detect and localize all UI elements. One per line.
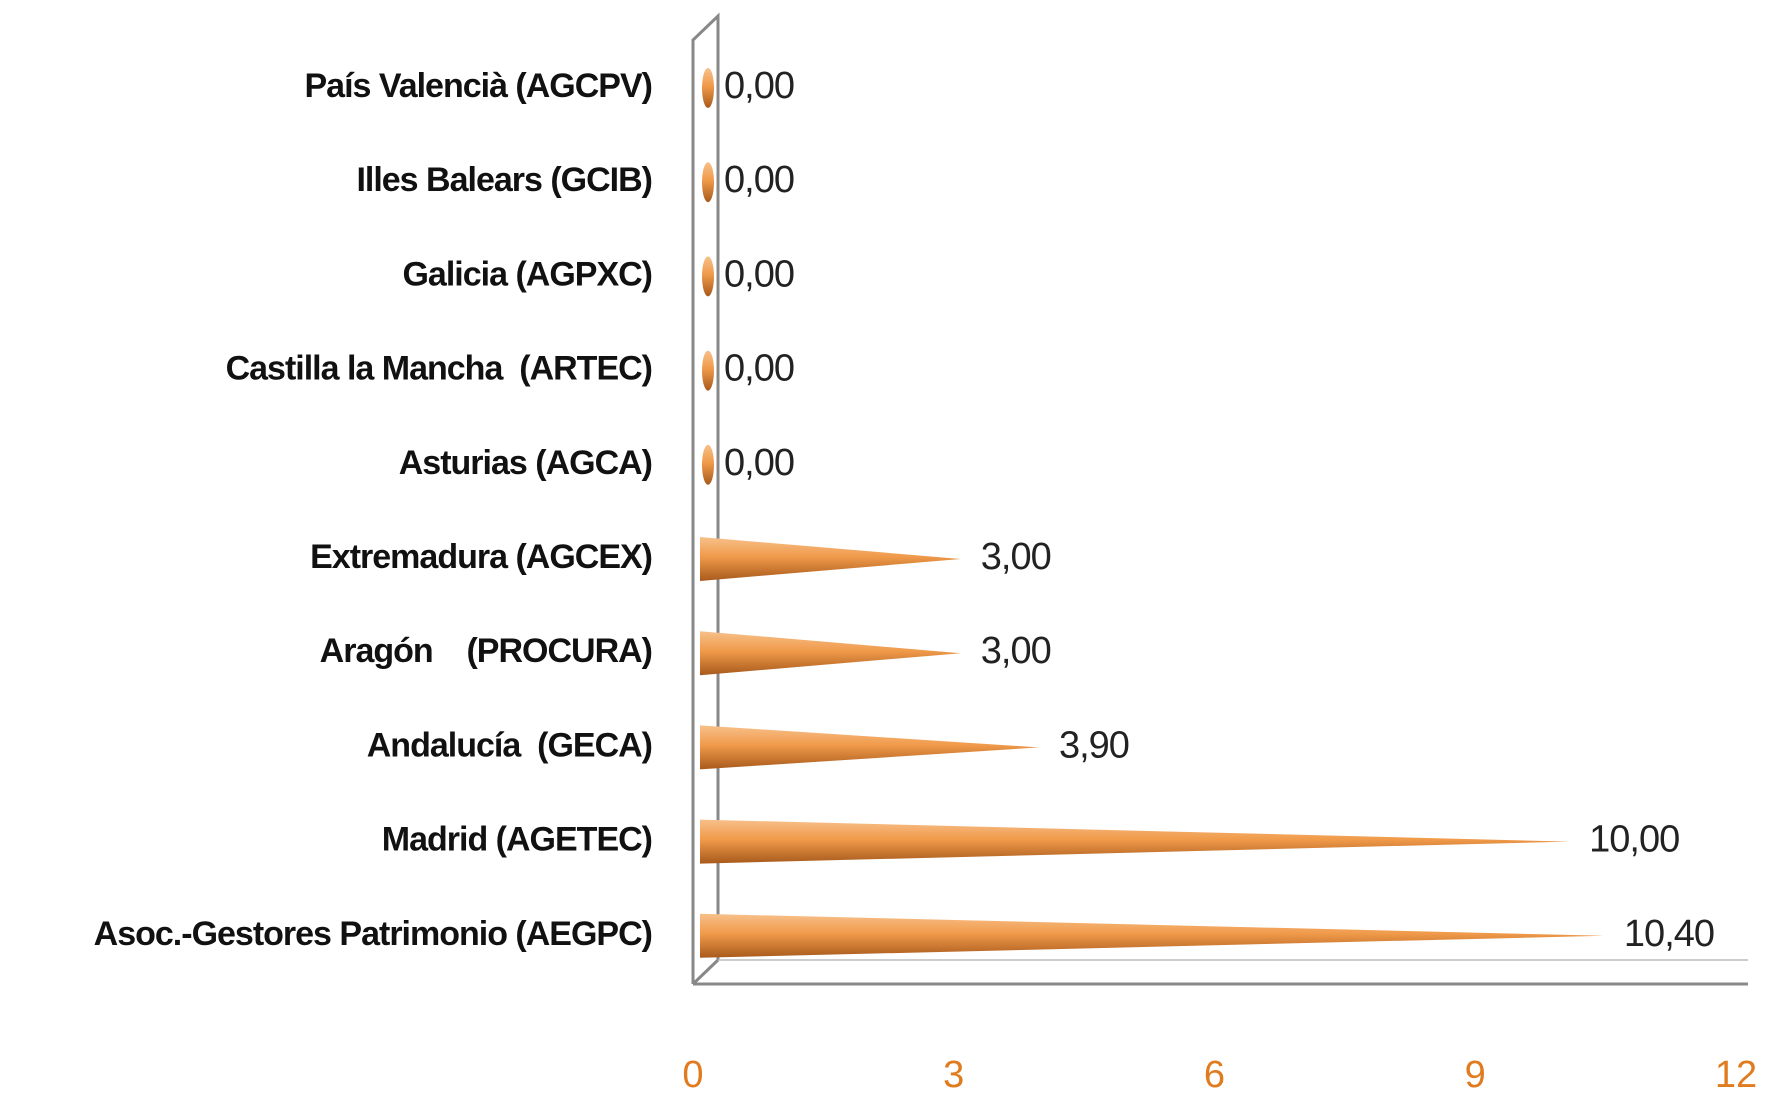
x-tick-label: 3 — [943, 1054, 964, 1096]
data-label: 0,00 — [724, 159, 794, 201]
y-tick-label: Illes Balears (GCIB) — [356, 161, 652, 199]
bar — [702, 162, 714, 203]
bar — [702, 444, 714, 485]
y-tick-label: Madrid (AGETEC) — [382, 821, 652, 859]
data-label: 0,00 — [724, 442, 794, 484]
y-tick-label: Castilla la Mancha (ARTEC) — [226, 350, 652, 388]
bar — [700, 913, 1604, 958]
y-tick-label: Aragón (PROCURA) — [320, 632, 652, 670]
data-label: 3,00 — [981, 536, 1051, 578]
data-label: 0,00 — [724, 253, 794, 295]
bar — [700, 819, 1570, 864]
y-tick-label: Extremadura (AGCEX) — [310, 538, 652, 576]
data-label: 0,00 — [724, 65, 794, 107]
data-label: 3,90 — [1059, 724, 1129, 766]
x-tick-label: 9 — [1465, 1054, 1486, 1096]
walls — [691, 12, 1748, 986]
bar — [702, 68, 714, 108]
y-tick-label: País Valencià (AGCPV) — [305, 67, 653, 105]
data-label: 0,00 — [724, 348, 794, 390]
y-tick-label: Asturias (AGCA) — [399, 444, 652, 482]
bar — [702, 256, 714, 297]
bar — [700, 537, 961, 581]
x-tick-label: 12 — [1715, 1054, 1757, 1096]
bar — [700, 631, 961, 676]
data-label: 3,00 — [981, 630, 1051, 672]
x-tick-label: 0 — [682, 1054, 703, 1096]
y-tick-label: Andalucía (GECA) — [367, 726, 652, 764]
y-tick-label: Galicia (AGPXC) — [402, 255, 652, 293]
data-label: 10,40 — [1624, 913, 1714, 955]
data-label: 10,00 — [1589, 819, 1679, 861]
y-tick-label: Asoc.-Gestores Patrimonio (AEGPC) — [94, 915, 652, 953]
bar — [702, 350, 714, 391]
bar — [700, 725, 1039, 770]
x-tick-label: 6 — [1204, 1054, 1225, 1096]
